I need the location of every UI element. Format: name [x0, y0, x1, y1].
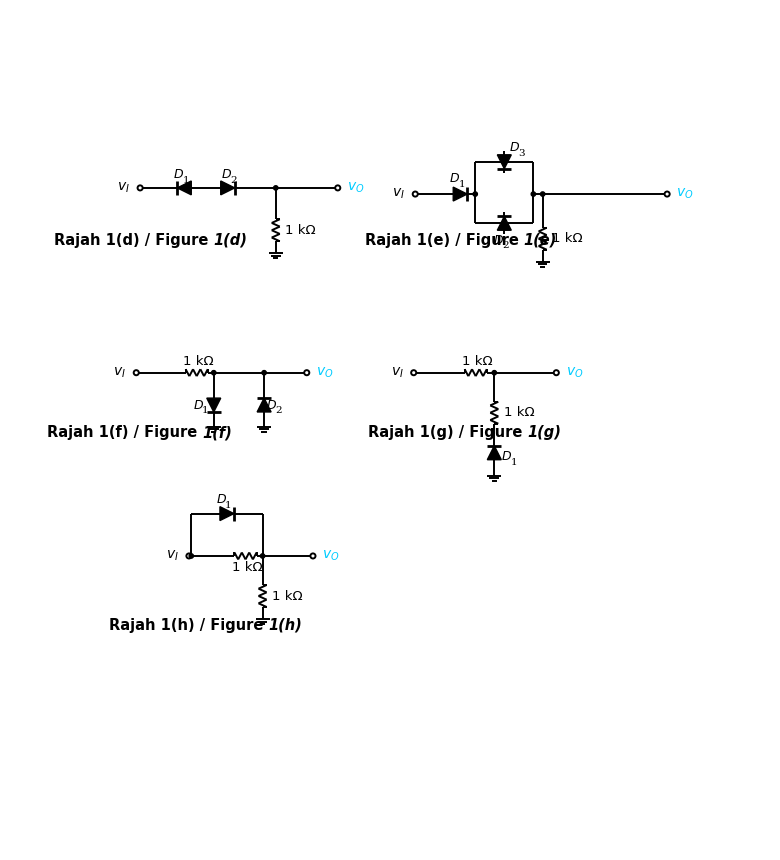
Text: 2: 2 [230, 175, 236, 185]
Circle shape [211, 371, 216, 375]
Circle shape [492, 371, 497, 375]
Circle shape [189, 554, 193, 558]
Polygon shape [220, 507, 234, 520]
Text: 1(e): 1(e) [523, 233, 557, 248]
Text: 1 kΩ: 1 kΩ [183, 355, 214, 368]
Text: 2: 2 [275, 406, 282, 415]
Text: $v_I$: $v_I$ [391, 366, 403, 380]
Circle shape [541, 192, 544, 196]
Text: $v_O$: $v_O$ [347, 181, 364, 195]
Text: $v_I$: $v_I$ [117, 181, 130, 195]
Text: 1 kΩ: 1 kΩ [272, 589, 303, 603]
Polygon shape [221, 181, 235, 195]
Text: $v_O$: $v_O$ [322, 549, 340, 563]
Text: 1 kΩ: 1 kΩ [232, 561, 262, 574]
Text: 1 kΩ: 1 kΩ [462, 355, 492, 368]
Text: $D$: $D$ [502, 450, 512, 464]
Text: $D$: $D$ [494, 234, 505, 247]
Text: $D$: $D$ [216, 494, 227, 507]
Text: Rajah 1(e) / Figure: Rajah 1(e) / Figure [365, 233, 523, 248]
Text: 1(d): 1(d) [214, 233, 247, 248]
Text: 1(h): 1(h) [268, 617, 302, 633]
Text: $v_O$: $v_O$ [676, 187, 694, 201]
Text: 1: 1 [459, 180, 465, 188]
Text: Rajah 1(d) / Figure: Rajah 1(d) / Figure [55, 233, 214, 248]
Text: 1 kΩ: 1 kΩ [285, 224, 316, 236]
Circle shape [261, 554, 264, 558]
Text: 1: 1 [510, 458, 517, 466]
Text: $D$: $D$ [449, 172, 460, 185]
Polygon shape [498, 217, 511, 230]
Text: 1(g): 1(g) [527, 425, 562, 440]
Text: $v_O$: $v_O$ [566, 366, 583, 380]
Text: Rajah 1(g) / Figure: Rajah 1(g) / Figure [368, 425, 527, 440]
Text: $D$: $D$ [221, 169, 232, 181]
Text: 1: 1 [183, 175, 190, 185]
Text: $v_O$: $v_O$ [316, 366, 334, 380]
Text: 1(f): 1(f) [202, 425, 232, 440]
Text: $D$: $D$ [266, 398, 278, 412]
Text: 1: 1 [202, 406, 208, 415]
Polygon shape [177, 181, 191, 195]
Circle shape [531, 192, 536, 196]
Polygon shape [257, 398, 271, 412]
Text: $D$: $D$ [193, 398, 204, 412]
Circle shape [274, 186, 278, 190]
Text: 3: 3 [518, 149, 525, 157]
Polygon shape [207, 398, 221, 412]
Text: 2: 2 [502, 241, 509, 250]
Text: $v_I$: $v_I$ [392, 187, 405, 201]
Polygon shape [498, 155, 511, 169]
Text: $D$: $D$ [173, 169, 184, 181]
Text: 1 kΩ: 1 kΩ [504, 406, 534, 419]
Text: $v_I$: $v_I$ [113, 366, 126, 380]
Circle shape [473, 192, 477, 196]
Text: 1: 1 [225, 501, 232, 510]
Polygon shape [488, 445, 502, 460]
Text: Rajah 1(h) / Figure: Rajah 1(h) / Figure [108, 617, 268, 633]
Text: $v_I$: $v_I$ [166, 549, 179, 563]
Circle shape [262, 371, 266, 375]
Text: Rajah 1(f) / Figure: Rajah 1(f) / Figure [47, 425, 202, 440]
Text: $D$: $D$ [509, 141, 520, 154]
Polygon shape [453, 187, 467, 201]
Text: 1 kΩ: 1 kΩ [552, 232, 583, 245]
